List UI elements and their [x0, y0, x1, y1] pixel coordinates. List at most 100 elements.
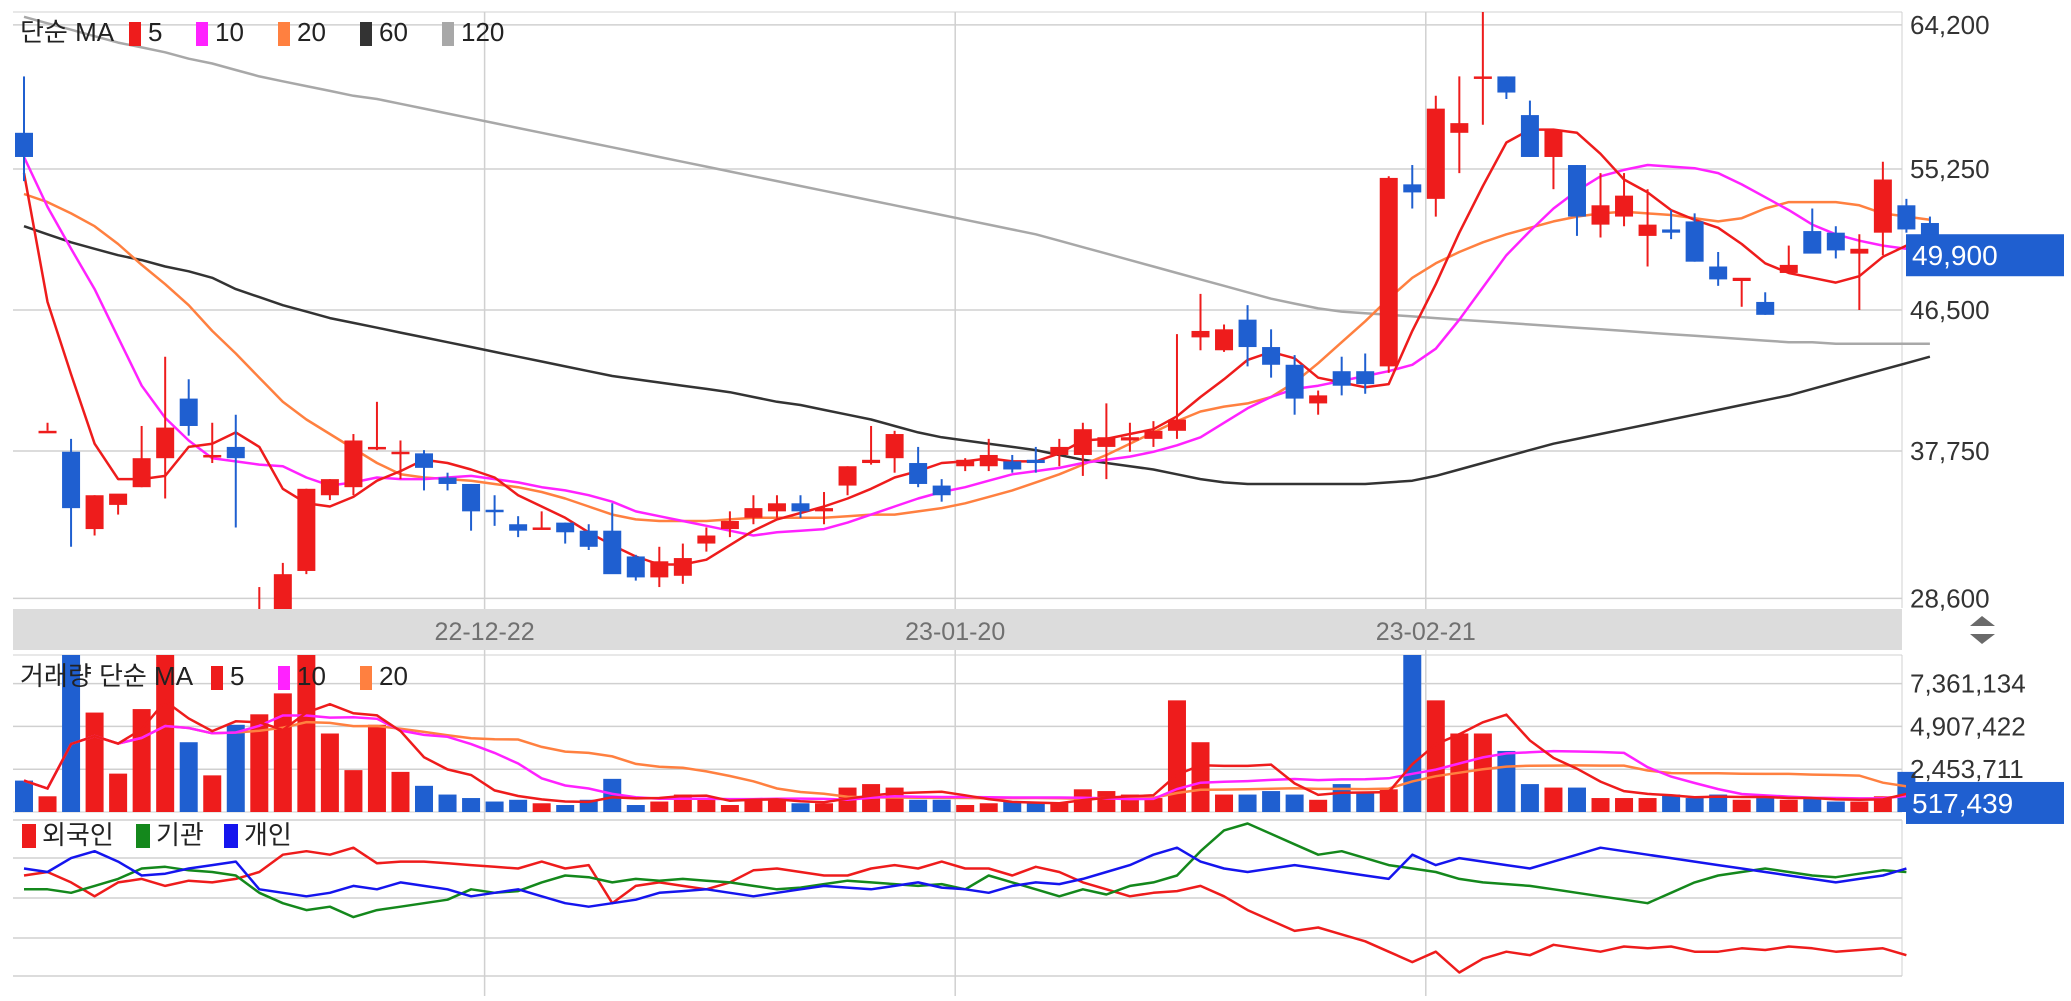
last-volume-badge: [1906, 781, 2064, 824]
candle-body: [1685, 221, 1704, 262]
candle-body: [1050, 446, 1069, 455]
candle: [1285, 355, 1304, 415]
candle: [1497, 76, 1516, 99]
scroll-handle-icon[interactable]: [1970, 616, 1995, 644]
candle-body: [1379, 177, 1398, 367]
legend-swatch: [278, 666, 290, 690]
candle: [85, 495, 104, 536]
candle-body: [273, 574, 292, 613]
scroll-handle-down-arrow[interactable]: [1970, 634, 1995, 644]
candle-body: [697, 535, 716, 544]
scroll-handle-up-arrow[interactable]: [1970, 616, 1995, 626]
volume-bar: [1262, 791, 1281, 812]
candle-body: [650, 561, 669, 578]
volume-bar: [815, 803, 834, 812]
candle-body: [15, 132, 33, 157]
volume-bar: [462, 798, 481, 812]
candle-body: [1450, 123, 1469, 133]
price-tick-label: 28,600: [1910, 583, 1990, 613]
volume-bar: [1779, 799, 1798, 812]
legend-swatch: [22, 824, 36, 848]
candle-body: [1426, 108, 1445, 199]
candle-body: [885, 434, 904, 459]
legend-label: 20: [297, 17, 326, 47]
volume-bar: [1615, 798, 1634, 812]
last-volume-label: 517,439: [1912, 788, 2013, 819]
candle-body: [791, 503, 810, 512]
volume-tick-label: 2,453,711: [1910, 754, 2024, 784]
candle-body: [344, 440, 363, 488]
investor-line: [23, 846, 1907, 974]
price-tick-label: 37,750: [1910, 436, 1990, 466]
candle: [791, 495, 810, 518]
candle-body: [1144, 430, 1163, 439]
candle: [1356, 353, 1375, 394]
volume-bar: [226, 724, 245, 812]
volume-bar: [203, 775, 222, 812]
volume-bar: [109, 773, 128, 812]
volume-bar: [1191, 742, 1210, 812]
candle: [1803, 208, 1822, 254]
volume-bar: [1332, 784, 1351, 812]
candle-body: [720, 521, 739, 530]
candle-body: [415, 453, 434, 468]
candle-body: [1544, 129, 1563, 157]
candle: [673, 543, 692, 584]
date-tick-label: 23-01-20: [905, 618, 1005, 646]
volume-y-axis: 7,361,134 4,907,422 2,453,711 517,439: [1906, 669, 2064, 824]
candle: [38, 422, 57, 434]
candle: [1238, 305, 1257, 367]
candle-body: [1850, 248, 1869, 254]
candle: [838, 466, 857, 496]
candle: [1003, 454, 1022, 473]
legend-swatch: [360, 666, 372, 690]
volume-bar: [367, 724, 386, 812]
candle: [415, 450, 434, 491]
legend-swatch: [360, 22, 372, 46]
volume-bar: [1709, 794, 1728, 812]
candle-body: [1591, 205, 1610, 225]
legend-swatch: [129, 22, 141, 46]
candle: [1097, 403, 1116, 480]
volume-bar: [273, 693, 292, 812]
candle: [485, 495, 504, 526]
candles-layer: [15, 12, 1939, 633]
volume-bar: [885, 787, 904, 812]
volume-panel[interactable]: 7,361,134 4,907,422 2,453,711 517,439 거래량 단…: [13, 654, 2064, 824]
candle-body: [1073, 429, 1092, 455]
ma20-layer: [23, 192, 1931, 523]
volume-bar: [1544, 787, 1563, 812]
legend-swatch: [442, 22, 454, 46]
candle: [1144, 421, 1163, 447]
volume-bar: [1685, 798, 1704, 812]
candle: [509, 516, 528, 538]
candle: [297, 488, 316, 575]
legend-swatch: [278, 22, 290, 46]
candle: [62, 438, 81, 547]
volume-tick-label: 7,361,134: [1910, 669, 2026, 699]
candle-body: [673, 558, 692, 576]
candle-body: [462, 483, 481, 512]
volume-bar: [909, 799, 928, 812]
candle: [1379, 176, 1398, 373]
volume-bar: [1520, 784, 1539, 812]
candle: [1450, 76, 1469, 174]
candle: [1050, 438, 1069, 467]
investor-line: [23, 846, 1907, 908]
volume-bar: [626, 805, 645, 812]
candle-body: [1709, 266, 1728, 280]
volume-bar: [62, 655, 81, 812]
price-y-axis: 64,200 55,250 46,500 37,750 28,600 49,900: [1906, 10, 2064, 613]
investor-panel[interactable]: 외국인 기관 개인: [13, 819, 1907, 977]
legend-label: 60: [379, 17, 408, 47]
candle: [179, 379, 198, 436]
volume-bar: [1426, 700, 1445, 812]
volume-bar: [1497, 750, 1516, 812]
price-panel[interactable]: 64,200 55,250 46,500 37,750 28,600 49,900 단순 …: [13, 10, 2064, 996]
candle-body: [1826, 232, 1845, 251]
candle: [556, 522, 575, 544]
candle: [1873, 161, 1892, 256]
volume-bar: [1756, 798, 1775, 812]
legend-swatch: [196, 22, 208, 46]
